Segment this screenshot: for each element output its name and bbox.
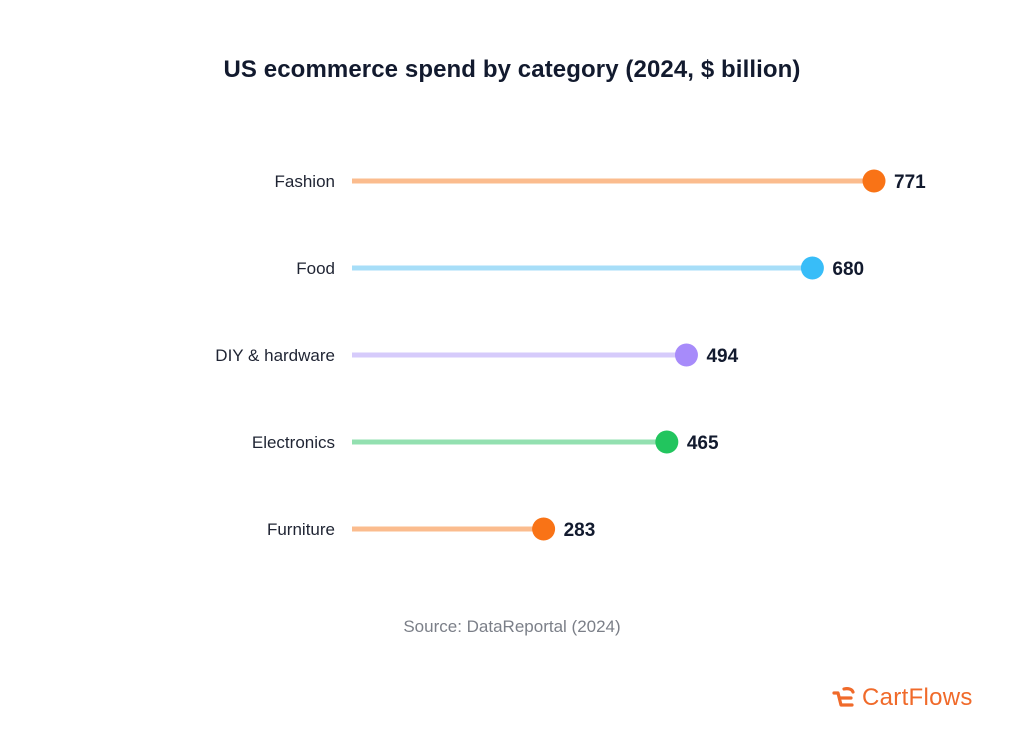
category-label: Furniture bbox=[267, 520, 335, 539]
lollipop-point bbox=[862, 169, 886, 193]
category-label: DIY & hardware bbox=[215, 346, 335, 365]
chart-title: US ecommerce spend by category (2024, $ … bbox=[223, 56, 801, 83]
value-label: 680 bbox=[832, 259, 864, 280]
category-label: Fashion bbox=[275, 172, 335, 191]
value-label: 494 bbox=[706, 346, 738, 367]
cartflows-logo-icon bbox=[832, 687, 855, 707]
brand-logo: CartFlows bbox=[830, 683, 973, 713]
lollipop-point bbox=[674, 343, 698, 367]
category-label: Food bbox=[296, 259, 335, 278]
value-label: 771 bbox=[894, 172, 926, 193]
value-label: 283 bbox=[564, 520, 596, 541]
source-note: Source: DataReportal (2024) bbox=[403, 617, 621, 636]
lollipop-point bbox=[800, 256, 824, 280]
brand-name: CartFlows bbox=[862, 684, 973, 711]
lollipop-point bbox=[655, 430, 679, 454]
value-label: 465 bbox=[687, 433, 719, 454]
category-label: Electronics bbox=[252, 433, 335, 452]
lollipop-point bbox=[532, 517, 556, 541]
